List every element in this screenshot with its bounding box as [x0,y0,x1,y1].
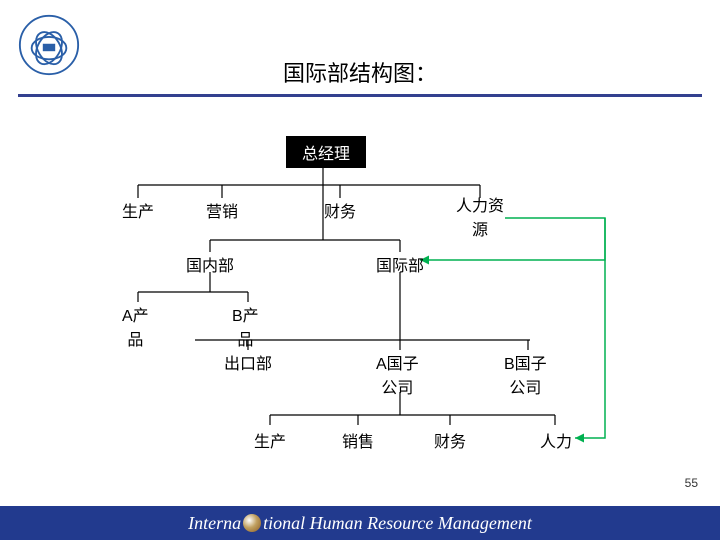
node-bprod: B产 品 [232,302,259,350]
node-export: 出口部 [224,350,272,374]
node-bsub: B国子 公司 [504,350,547,398]
footer-text-left: Interna [188,513,241,533]
footer-text-right: tional Human Resource Management [263,513,532,533]
node-hr2: 人力 [540,428,572,452]
org-chart-lines [0,0,720,540]
node-aprod: A产 品 [122,302,149,350]
footer-logo-icon [243,514,261,532]
node-gm: 总经理 [286,136,366,168]
node-prod: 生产 [122,198,154,222]
node-fin: 财务 [324,198,356,222]
node-intl: 国际部 [376,252,424,276]
node-dom: 国内部 [186,252,234,276]
node-asub: A国子 公司 [376,350,419,398]
node-hr: 人力资 源 [456,192,504,240]
node-prod2: 生产 [254,428,286,452]
footer-bar: Interna tional Human Resource Management [0,506,720,540]
page-number: 55 [685,476,698,490]
node-fin2: 财务 [434,428,466,452]
node-sales: 销售 [342,428,374,452]
node-mkt: 营销 [206,198,238,222]
